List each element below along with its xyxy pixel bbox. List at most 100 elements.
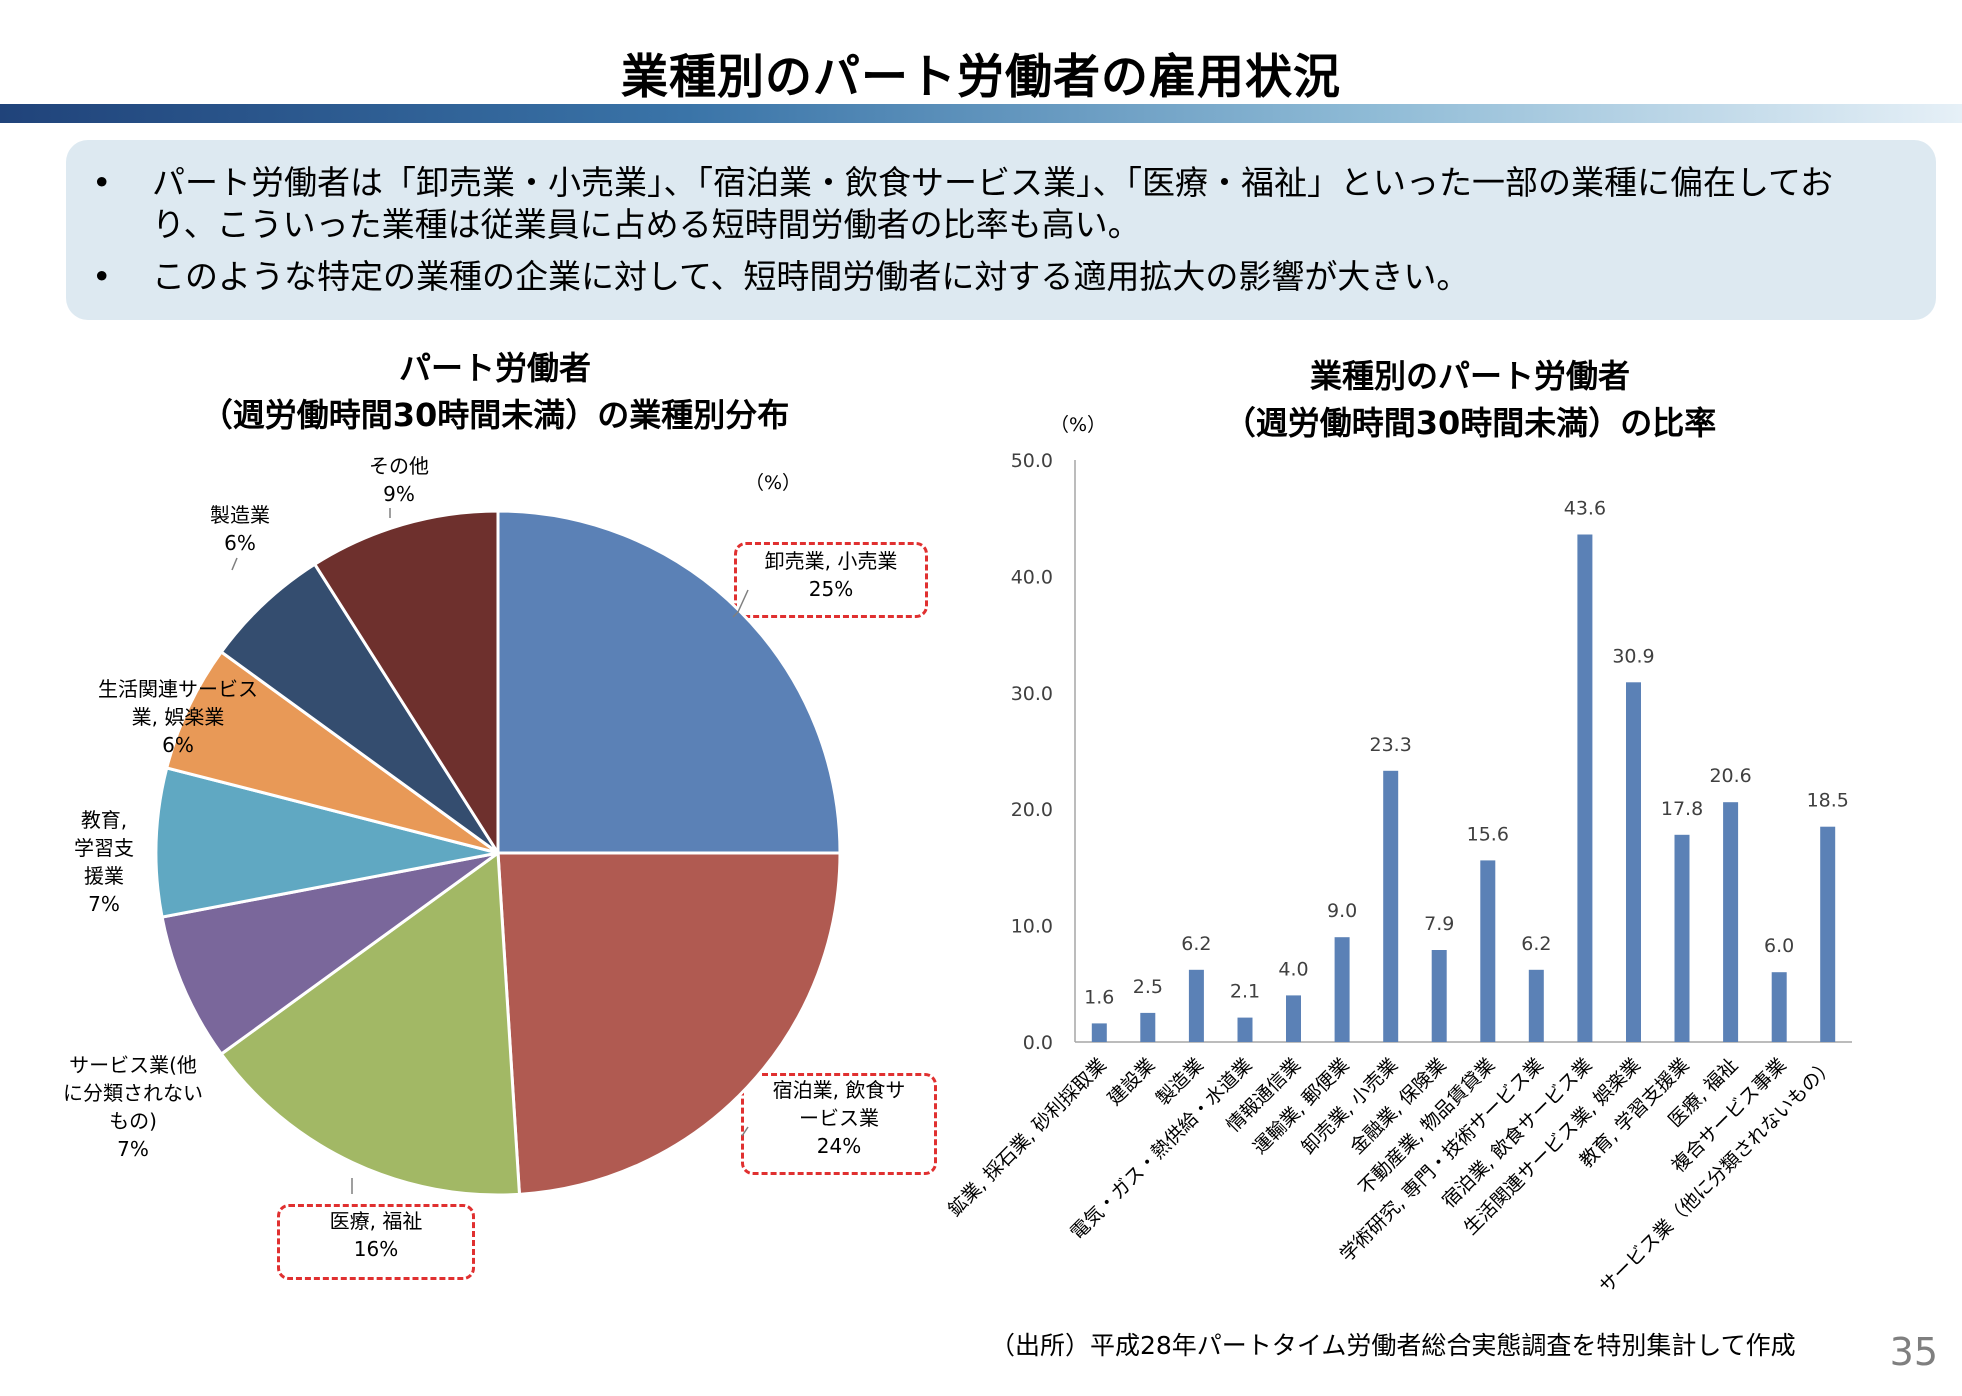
bar [1528, 969, 1544, 1042]
pie-label-line: 9% [383, 482, 415, 506]
bar [1383, 770, 1399, 1042]
bar-value-label: 6.2 [1181, 933, 1211, 955]
bar-title-line-2: （週労働時間30時間未満）の比率 [1223, 404, 1717, 442]
pie-label-line: 25% [809, 577, 853, 601]
bar-value-label: 20.6 [1709, 765, 1751, 787]
pie-unit-label: （%） [745, 472, 802, 494]
pie-label-line: 16% [354, 1237, 398, 1261]
summary-box: • パート労働者は「卸売業・小売業」、「宿泊業・飲食サービス業」、「医療・福祉」… [66, 140, 1936, 320]
pie-label-line: もの) [109, 1109, 157, 1133]
pie-label-line: 7% [88, 892, 120, 916]
bar [1771, 972, 1787, 1042]
bar-value-label: 2.5 [1133, 976, 1163, 998]
bar-title-line-1: 業種別のパート労働者 [1309, 357, 1630, 395]
callout-hospitality-food [741, 1073, 937, 1175]
bar-value-label: 6.2 [1521, 933, 1551, 955]
pie-chart: 卸売業, 小売業 25% 宿泊業, 飲食サービス業 24% 医療, 福祉 16% サービス業… [63, 454, 905, 1261]
pie-chart-title: パート労働者 （週労働時間30時間未満）の業種別分布 [150, 345, 840, 439]
bar [1626, 682, 1641, 1042]
bar [1237, 1017, 1253, 1042]
bar [1091, 1023, 1107, 1042]
bar-value-label: 2.1 [1230, 981, 1260, 1003]
bar [1431, 950, 1447, 1042]
page-number: 35 [1889, 1330, 1938, 1374]
y-tick-label: 20.0 [1011, 799, 1053, 821]
summary-text-2: このような特定の業種の企業に対して、短時間労働者に対する適用拡大の影響が大きい。 [152, 257, 1470, 296]
title-divider [0, 104, 1962, 123]
pie-label-line: 教育, [81, 808, 127, 832]
y-tick-label: 0.0 [1023, 1032, 1053, 1054]
bar [1820, 826, 1836, 1042]
pie-leader-line [732, 589, 749, 618]
pie-label-line: ービス業 [799, 1106, 879, 1130]
bullet-mark: • [92, 257, 112, 296]
pie-label-line: 6% [162, 733, 194, 757]
pie-label-line: 学習支 [74, 836, 134, 860]
pie-slice-label: サービス業(他に分類されないもの) 7% [63, 1053, 203, 1161]
bar-value-label: 1.6 [1084, 986, 1114, 1008]
pie-leader-line [741, 1126, 749, 1137]
callout-medical-welfare [277, 1204, 475, 1280]
pie-label-line: 宿泊業, 飲食サ [773, 1078, 906, 1102]
bar [1480, 860, 1496, 1042]
pie-slice [312, 509, 500, 859]
bar [1723, 802, 1739, 1042]
pie-slice-label: 生活関連サービス業, 娯楽業 6% [98, 677, 258, 757]
pie-title-line-2: （週労働時間30時間未満）の業種別分布 [200, 396, 790, 434]
page-title: 業種別のパート労働者の雇用状況 [621, 50, 1341, 105]
bar-value-label: 7.9 [1424, 913, 1454, 935]
pie-label-line: 製造業 [210, 503, 270, 527]
pie-label-line: 卸売業, 小売業 [765, 549, 898, 573]
bar [1140, 1012, 1156, 1042]
pie-label-line: 援業 [84, 864, 124, 888]
bar-value-label: 18.5 [1807, 790, 1849, 812]
y-tick-label: 50.0 [1011, 450, 1053, 472]
pie-slice [219, 562, 500, 855]
bar-value-label: 4.0 [1278, 958, 1308, 980]
pie-title-line-1: パート労働者 [398, 349, 591, 387]
bar-chart-title: 業種別のパート労働者 （週労働時間30時間未満）の比率 [1170, 353, 1770, 447]
pie-slice-label: 宿泊業, 飲食サービス業 24% [773, 1078, 906, 1158]
pie-slice-label: その他 9% [369, 454, 429, 506]
bar-value-label: 17.8 [1661, 798, 1703, 820]
callout-wholesale-retail [734, 542, 928, 618]
pie-slice-label: 卸売業, 小売業 25% [765, 549, 898, 601]
summary-text-1: パート労働者は「卸売業・小売業」、「宿泊業・飲食サービス業」、「医療・福祉」とい… [152, 163, 1834, 244]
pie-label-line: 医療, 福祉 [330, 1209, 423, 1233]
pie-label-line: 24% [817, 1134, 861, 1158]
bar-value-label: 43.6 [1564, 497, 1606, 519]
y-tick-label: 30.0 [1011, 683, 1053, 705]
bullet-mark: • [92, 163, 112, 202]
pie-label-line: 7% [117, 1137, 149, 1161]
pie-label-line: 業, 娯楽業 [132, 705, 225, 729]
bar-value-label: 30.9 [1612, 645, 1654, 667]
y-tick-label: 10.0 [1011, 916, 1053, 938]
bar [1674, 834, 1690, 1042]
bar [1334, 937, 1350, 1042]
pie-label-line: に分類されない [63, 1081, 203, 1105]
pie-slice [496, 851, 842, 1196]
bar-unit-label: （%） [1050, 414, 1107, 436]
y-tick-label: 40.0 [1011, 566, 1053, 588]
bar [1286, 995, 1301, 1042]
pie-label-line: 6% [224, 531, 256, 555]
bar [1577, 534, 1593, 1042]
pie-leader-line [231, 557, 238, 571]
bar-value-label: 23.3 [1370, 734, 1412, 756]
pie-slice-label: 教育, 学習支援業 7% [74, 808, 134, 916]
bar-chart: 0.0 10.0 20.0 30.0 40.0 50.0 1.6 鉱業, 採石業, 砂利採取業… [944, 450, 1852, 1298]
pie-slice [219, 850, 522, 1197]
pie-label-line: その他 [369, 454, 429, 478]
pie-slice-label: 医療, 福祉 16% [330, 1209, 423, 1261]
pie-label-line: 生活関連サービス [98, 677, 258, 701]
bar-value-label: 9.0 [1327, 900, 1357, 922]
x-category-label: 建設業 [1104, 1054, 1160, 1110]
pie-slice [154, 766, 499, 919]
source-note: （出所）平成28年パートタイム労働者総合実態調査を特別集計して作成 [990, 1331, 1796, 1360]
pie-slice [160, 851, 499, 1057]
pie-label-line: サービス業(他 [69, 1053, 197, 1077]
bar [1188, 969, 1204, 1042]
pie-slice-label: 製造業 6% [210, 503, 270, 555]
bar-value-label: 6.0 [1764, 935, 1794, 957]
